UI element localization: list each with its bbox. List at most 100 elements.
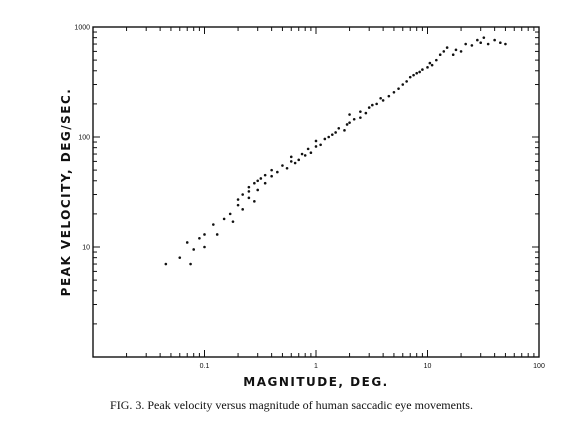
data-point xyxy=(306,147,310,151)
data-point xyxy=(270,174,273,178)
data-point xyxy=(256,188,259,192)
data-point xyxy=(442,50,446,53)
data-point xyxy=(352,117,356,121)
x-tick-label: 1 xyxy=(314,363,318,370)
data-point xyxy=(247,190,251,193)
data-point xyxy=(212,223,215,226)
data-point xyxy=(334,131,337,134)
data-point xyxy=(418,70,421,74)
data-point xyxy=(401,83,405,86)
data-point xyxy=(289,160,293,163)
data-point xyxy=(348,113,351,116)
data-point xyxy=(309,151,313,154)
data-point xyxy=(348,121,351,124)
data-point xyxy=(504,42,507,46)
x-tick-label: 0.1 xyxy=(200,363,210,370)
data-point xyxy=(430,63,434,67)
y-tick-labels: 10 100 1000 xyxy=(74,25,90,252)
data-point xyxy=(426,66,429,69)
data-point xyxy=(263,173,267,177)
data-point xyxy=(276,170,279,174)
data-point xyxy=(428,61,432,65)
data-point xyxy=(285,166,289,170)
x-tick-labels: 0.1 1 10 100 xyxy=(200,363,545,370)
data-point xyxy=(367,106,371,109)
data-point xyxy=(397,87,400,90)
data-point xyxy=(241,208,244,211)
data-point xyxy=(297,158,301,162)
data-point xyxy=(247,185,251,189)
data-point xyxy=(486,42,490,46)
data-point xyxy=(289,155,293,159)
data-point xyxy=(263,181,267,185)
data-point xyxy=(381,99,385,102)
data-point xyxy=(408,75,412,79)
data-point xyxy=(319,143,322,147)
data-point xyxy=(241,193,244,196)
data-point xyxy=(281,164,284,167)
data-point xyxy=(178,256,182,259)
data-point xyxy=(337,126,341,130)
x-axis-title: MAGNITUDE, DEG. xyxy=(243,375,388,389)
data-point xyxy=(415,71,418,75)
data-point xyxy=(236,198,240,201)
data-point xyxy=(300,152,304,156)
data-point xyxy=(164,262,168,266)
data-point xyxy=(185,241,189,244)
data-point xyxy=(375,102,378,106)
data-point xyxy=(222,217,226,221)
data-point xyxy=(293,161,297,165)
data-point xyxy=(343,129,346,132)
data-point xyxy=(371,103,374,107)
data-point xyxy=(189,262,192,266)
data-point xyxy=(405,80,408,83)
x-tick-label: 10 xyxy=(424,363,432,370)
data-point xyxy=(259,177,263,180)
data-point xyxy=(392,90,396,94)
data-point xyxy=(379,96,382,100)
data-point xyxy=(435,58,438,62)
y-axis-title: PEAK VELOCITY, DEG/SEC. xyxy=(59,88,73,297)
y-tick-label: 10 xyxy=(82,245,90,252)
data-point xyxy=(231,220,235,223)
data-point xyxy=(479,41,482,44)
data-point xyxy=(459,50,463,53)
data-point xyxy=(198,236,201,240)
data-point xyxy=(387,94,391,98)
data-point xyxy=(256,179,259,183)
data-point xyxy=(438,53,442,56)
data-point xyxy=(482,36,486,39)
data-point xyxy=(421,68,424,71)
data-point xyxy=(470,44,474,47)
data-point xyxy=(323,137,327,141)
data-point xyxy=(192,248,195,251)
data-point xyxy=(412,73,415,77)
data-point xyxy=(330,133,334,136)
data-point xyxy=(364,111,368,115)
data-point xyxy=(203,245,206,249)
data-point xyxy=(499,41,502,44)
data-point xyxy=(314,139,318,143)
plot-frame xyxy=(92,26,540,358)
axis-ticks xyxy=(93,27,539,357)
data-point xyxy=(451,53,455,56)
data-point xyxy=(228,212,232,216)
data-point xyxy=(215,233,219,236)
data-point xyxy=(303,154,307,157)
data-point xyxy=(314,145,318,148)
y-tick-label: 1000 xyxy=(74,25,90,32)
data-point xyxy=(476,38,479,42)
data-point xyxy=(445,46,449,49)
data-point xyxy=(253,181,256,185)
data-points xyxy=(164,36,507,266)
data-point xyxy=(454,48,458,52)
data-point xyxy=(359,110,362,113)
data-point xyxy=(253,200,256,203)
data-point xyxy=(247,196,251,200)
figure-caption: FIG. 3. Peak velocity versus magnitude o… xyxy=(110,398,473,412)
data-point xyxy=(236,203,240,207)
data-point xyxy=(270,168,273,172)
data-point xyxy=(203,233,206,236)
data-point xyxy=(327,135,331,139)
